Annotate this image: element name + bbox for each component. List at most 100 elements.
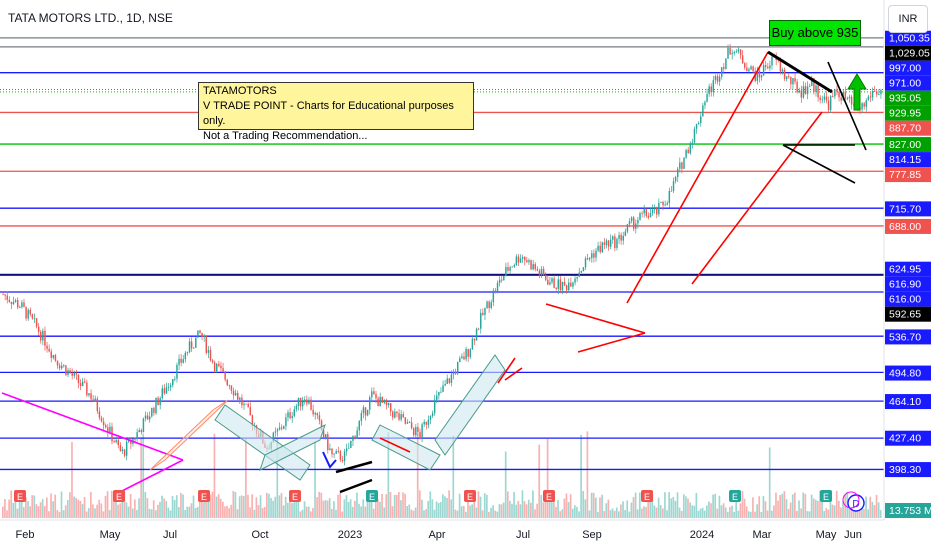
wedge-upper <box>335 460 373 474</box>
candle <box>574 276 576 286</box>
candle <box>362 405 365 419</box>
volume-bar <box>626 500 629 518</box>
candle <box>528 258 530 266</box>
x-tick-label: 2024 <box>690 529 714 541</box>
volume-bar <box>838 500 840 518</box>
volume-bar <box>601 494 603 518</box>
candle <box>509 265 511 275</box>
wedge-lower <box>339 478 373 494</box>
volume-bar <box>492 505 494 518</box>
earnings-icon[interactable]: E <box>14 490 26 502</box>
candle <box>565 284 568 294</box>
candle <box>232 387 235 400</box>
volume-bar <box>710 503 712 518</box>
volume-bar <box>437 502 440 518</box>
candle <box>12 296 15 306</box>
candle <box>544 272 547 282</box>
volume-bar <box>519 504 522 518</box>
volume-bar <box>110 490 113 518</box>
candle <box>226 378 228 387</box>
earnings-icon[interactable]: E <box>543 490 555 502</box>
volume-bar <box>731 505 733 518</box>
volume-bar <box>81 503 84 518</box>
candle <box>827 96 830 113</box>
candle <box>358 419 360 436</box>
earnings-icon[interactable]: E <box>113 490 125 502</box>
red-channel-right <box>504 367 523 381</box>
time-scale[interactable]: Feb May Jul Oct 2023 Apr Jul Sep 2024 Mar May Jun <box>16 529 862 541</box>
volume-bar <box>741 490 744 518</box>
svg-text:E: E <box>17 492 23 502</box>
volume-bar <box>372 508 375 518</box>
volume-layer <box>2 431 882 518</box>
volume-bar <box>460 506 463 518</box>
candle <box>572 281 574 290</box>
volume-bar <box>33 495 36 518</box>
candle <box>542 266 545 276</box>
candle <box>461 353 463 359</box>
volume-bar <box>58 511 61 518</box>
volume-bar <box>423 510 425 518</box>
volume-bar <box>71 441 73 518</box>
volume-bar <box>345 495 348 518</box>
candle <box>848 94 851 103</box>
candle <box>415 424 417 438</box>
candle <box>484 307 486 321</box>
volume-bar <box>691 505 694 518</box>
candle <box>871 87 874 101</box>
candle <box>383 399 386 405</box>
currency-button[interactable]: INR <box>888 5 928 33</box>
candle <box>192 347 195 349</box>
candle <box>241 394 243 409</box>
volume-bar <box>628 511 631 518</box>
earnings-icon[interactable]: E <box>464 490 476 502</box>
volume-bar <box>222 501 224 518</box>
volume-bar <box>165 501 168 518</box>
volume-bar <box>125 502 128 518</box>
candle <box>121 446 124 454</box>
earnings-icon[interactable]: E <box>820 490 832 502</box>
volume-bar <box>643 506 645 518</box>
chart-title: TATA MOTORS LTD., 1D, NSE <box>6 10 175 26</box>
volume-bar <box>73 496 75 518</box>
volume-bar <box>293 502 295 518</box>
volume-bar <box>398 492 400 518</box>
candle <box>597 241 599 253</box>
candle <box>785 75 788 82</box>
candle <box>169 382 172 392</box>
dividend-icon[interactable]: D <box>847 494 865 512</box>
volume-bar <box>756 504 758 518</box>
volume-bar <box>236 509 239 518</box>
candle <box>456 361 459 376</box>
candle <box>628 218 631 228</box>
volume-bar <box>718 495 721 518</box>
candle <box>834 88 836 99</box>
candle <box>846 96 849 101</box>
candle <box>98 407 101 421</box>
earnings-icon[interactable]: E <box>198 490 210 502</box>
candle <box>50 348 52 363</box>
earnings-icon[interactable]: E <box>289 490 301 502</box>
candle <box>681 161 683 174</box>
volume-bar <box>682 494 685 518</box>
volume-bar <box>804 493 807 518</box>
volume-bar <box>550 500 553 518</box>
candle <box>553 275 555 289</box>
volume-bar <box>502 502 505 518</box>
candle <box>52 354 55 360</box>
price-scale[interactable]: 1,050.35 1,029.05 997.00 971.00 935.05 929.95… <box>885 30 932 518</box>
earnings-icon[interactable]: E <box>366 490 378 502</box>
candle <box>486 300 488 310</box>
candle <box>404 417 407 425</box>
volume-bar <box>641 508 643 518</box>
volume-bar <box>819 490 821 518</box>
volume-bar <box>341 511 344 518</box>
candle <box>599 241 601 255</box>
candle <box>197 330 199 338</box>
earnings-icon[interactable]: E <box>641 490 653 502</box>
candle <box>159 396 161 410</box>
candle <box>400 410 402 422</box>
volume-bar <box>536 503 538 518</box>
earnings-icon[interactable]: E <box>729 490 741 502</box>
